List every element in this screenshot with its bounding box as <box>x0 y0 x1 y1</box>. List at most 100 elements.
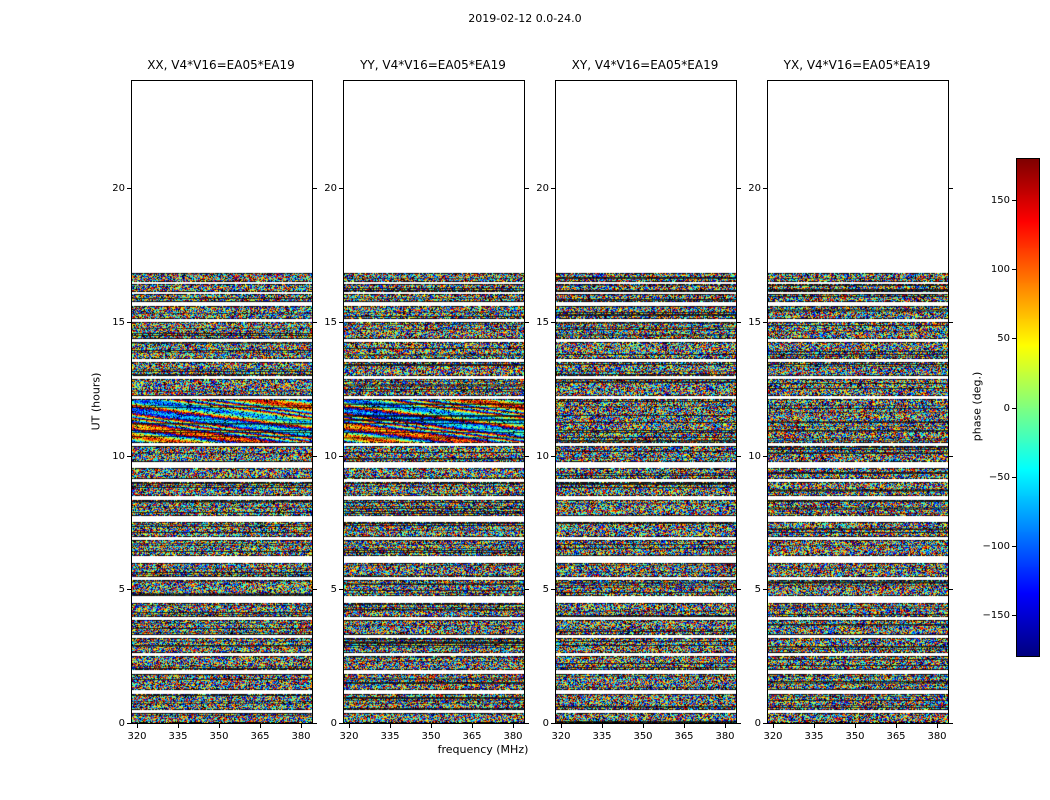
x-tick-mark <box>561 724 562 728</box>
x-tick-mark <box>937 724 938 728</box>
y-axis-label: UT (hours) <box>89 372 103 431</box>
x-tick-label: 320 <box>551 731 571 742</box>
figure-suptitle: 2019-02-12 0.0-24.0 <box>468 12 582 25</box>
y-tick-mark <box>737 188 741 189</box>
y-tick-label: 15 <box>748 317 761 328</box>
heatmap-panel <box>343 80 525 724</box>
heatmap-panel <box>555 80 737 724</box>
colorbar-tick-mark <box>1012 408 1016 409</box>
y-tick-label: 20 <box>324 183 337 194</box>
x-tick-label: 380 <box>503 731 523 742</box>
y-tick-label: 15 <box>112 317 125 328</box>
y-tick-mark <box>127 188 131 189</box>
y-tick-mark <box>763 456 767 457</box>
y-tick-label: 5 <box>542 584 549 595</box>
colorbar-tick-mark <box>1012 615 1016 616</box>
y-tick-mark <box>737 589 741 590</box>
x-tick-label: 335 <box>380 731 400 742</box>
y-tick-mark <box>551 322 555 323</box>
x-tick-label: 350 <box>421 731 441 742</box>
x-tick-mark <box>773 724 774 728</box>
y-tick-mark <box>551 188 555 189</box>
y-tick-mark <box>339 188 343 189</box>
y-tick-label: 15 <box>536 317 549 328</box>
heatmap-canvas <box>344 81 524 723</box>
x-tick-label: 365 <box>886 731 906 742</box>
x-tick-mark <box>390 724 391 728</box>
x-tick-mark <box>137 724 138 728</box>
panel-title: XY, V4*V16=EA05*EA19 <box>571 58 719 72</box>
y-tick-mark <box>949 723 953 724</box>
x-tick-label: 335 <box>804 731 824 742</box>
y-tick-label: 10 <box>536 451 549 462</box>
x-tick-mark <box>814 724 815 728</box>
y-tick-mark <box>763 322 767 323</box>
x-tick-label: 350 <box>633 731 653 742</box>
colorbar-tick-label: 100 <box>990 264 1010 275</box>
y-tick-mark <box>763 188 767 189</box>
colorbar-tick-label: −50 <box>988 472 1010 483</box>
y-tick-mark <box>339 456 343 457</box>
y-tick-label: 10 <box>324 451 337 462</box>
y-tick-mark <box>949 456 953 457</box>
y-tick-label: 10 <box>112 451 125 462</box>
colorbar <box>1016 158 1040 657</box>
y-tick-mark <box>525 456 529 457</box>
colorbar-canvas <box>1017 159 1039 656</box>
y-tick-mark <box>127 456 131 457</box>
x-tick-mark <box>896 724 897 728</box>
x-tick-mark <box>260 724 261 728</box>
y-tick-mark <box>949 188 953 189</box>
y-tick-mark <box>737 322 741 323</box>
colorbar-tick-label: 50 <box>997 333 1010 344</box>
y-tick-mark <box>525 723 529 724</box>
colorbar-tick-mark <box>1012 477 1016 478</box>
y-tick-mark <box>763 589 767 590</box>
x-tick-label: 380 <box>715 731 735 742</box>
x-tick-mark <box>513 724 514 728</box>
y-tick-label: 5 <box>330 584 337 595</box>
heatmap-canvas <box>768 81 948 723</box>
y-tick-mark <box>339 322 343 323</box>
x-tick-label: 365 <box>250 731 270 742</box>
x-tick-label: 335 <box>592 731 612 742</box>
x-tick-mark <box>431 724 432 728</box>
colorbar-tick-label: 150 <box>990 195 1010 206</box>
y-tick-label: 5 <box>118 584 125 595</box>
y-tick-mark <box>763 723 767 724</box>
x-tick-mark <box>178 724 179 728</box>
x-tick-mark <box>643 724 644 728</box>
y-tick-label: 20 <box>536 183 549 194</box>
y-tick-mark <box>525 188 529 189</box>
y-tick-mark <box>737 723 741 724</box>
y-tick-label: 0 <box>330 718 337 729</box>
y-tick-label: 5 <box>754 584 761 595</box>
x-tick-label: 320 <box>127 731 147 742</box>
x-tick-label: 320 <box>339 731 359 742</box>
y-tick-mark <box>127 589 131 590</box>
y-tick-mark <box>551 456 555 457</box>
y-tick-label: 20 <box>112 183 125 194</box>
y-tick-mark <box>737 456 741 457</box>
x-tick-mark <box>684 724 685 728</box>
colorbar-tick-mark <box>1012 200 1016 201</box>
x-tick-label: 365 <box>674 731 694 742</box>
x-tick-mark <box>725 724 726 728</box>
x-tick-mark <box>855 724 856 728</box>
x-tick-label: 365 <box>462 731 482 742</box>
x-tick-label: 350 <box>845 731 865 742</box>
x-tick-mark <box>472 724 473 728</box>
y-tick-mark <box>313 723 317 724</box>
x-tick-mark <box>219 724 220 728</box>
y-tick-mark <box>949 589 953 590</box>
x-tick-mark <box>602 724 603 728</box>
y-tick-mark <box>313 322 317 323</box>
y-tick-label: 20 <box>748 183 761 194</box>
y-tick-mark <box>313 456 317 457</box>
heatmap-panel <box>131 80 313 724</box>
y-tick-label: 0 <box>542 718 549 729</box>
y-tick-mark <box>313 589 317 590</box>
y-tick-mark <box>127 322 131 323</box>
y-tick-label: 0 <box>118 718 125 729</box>
